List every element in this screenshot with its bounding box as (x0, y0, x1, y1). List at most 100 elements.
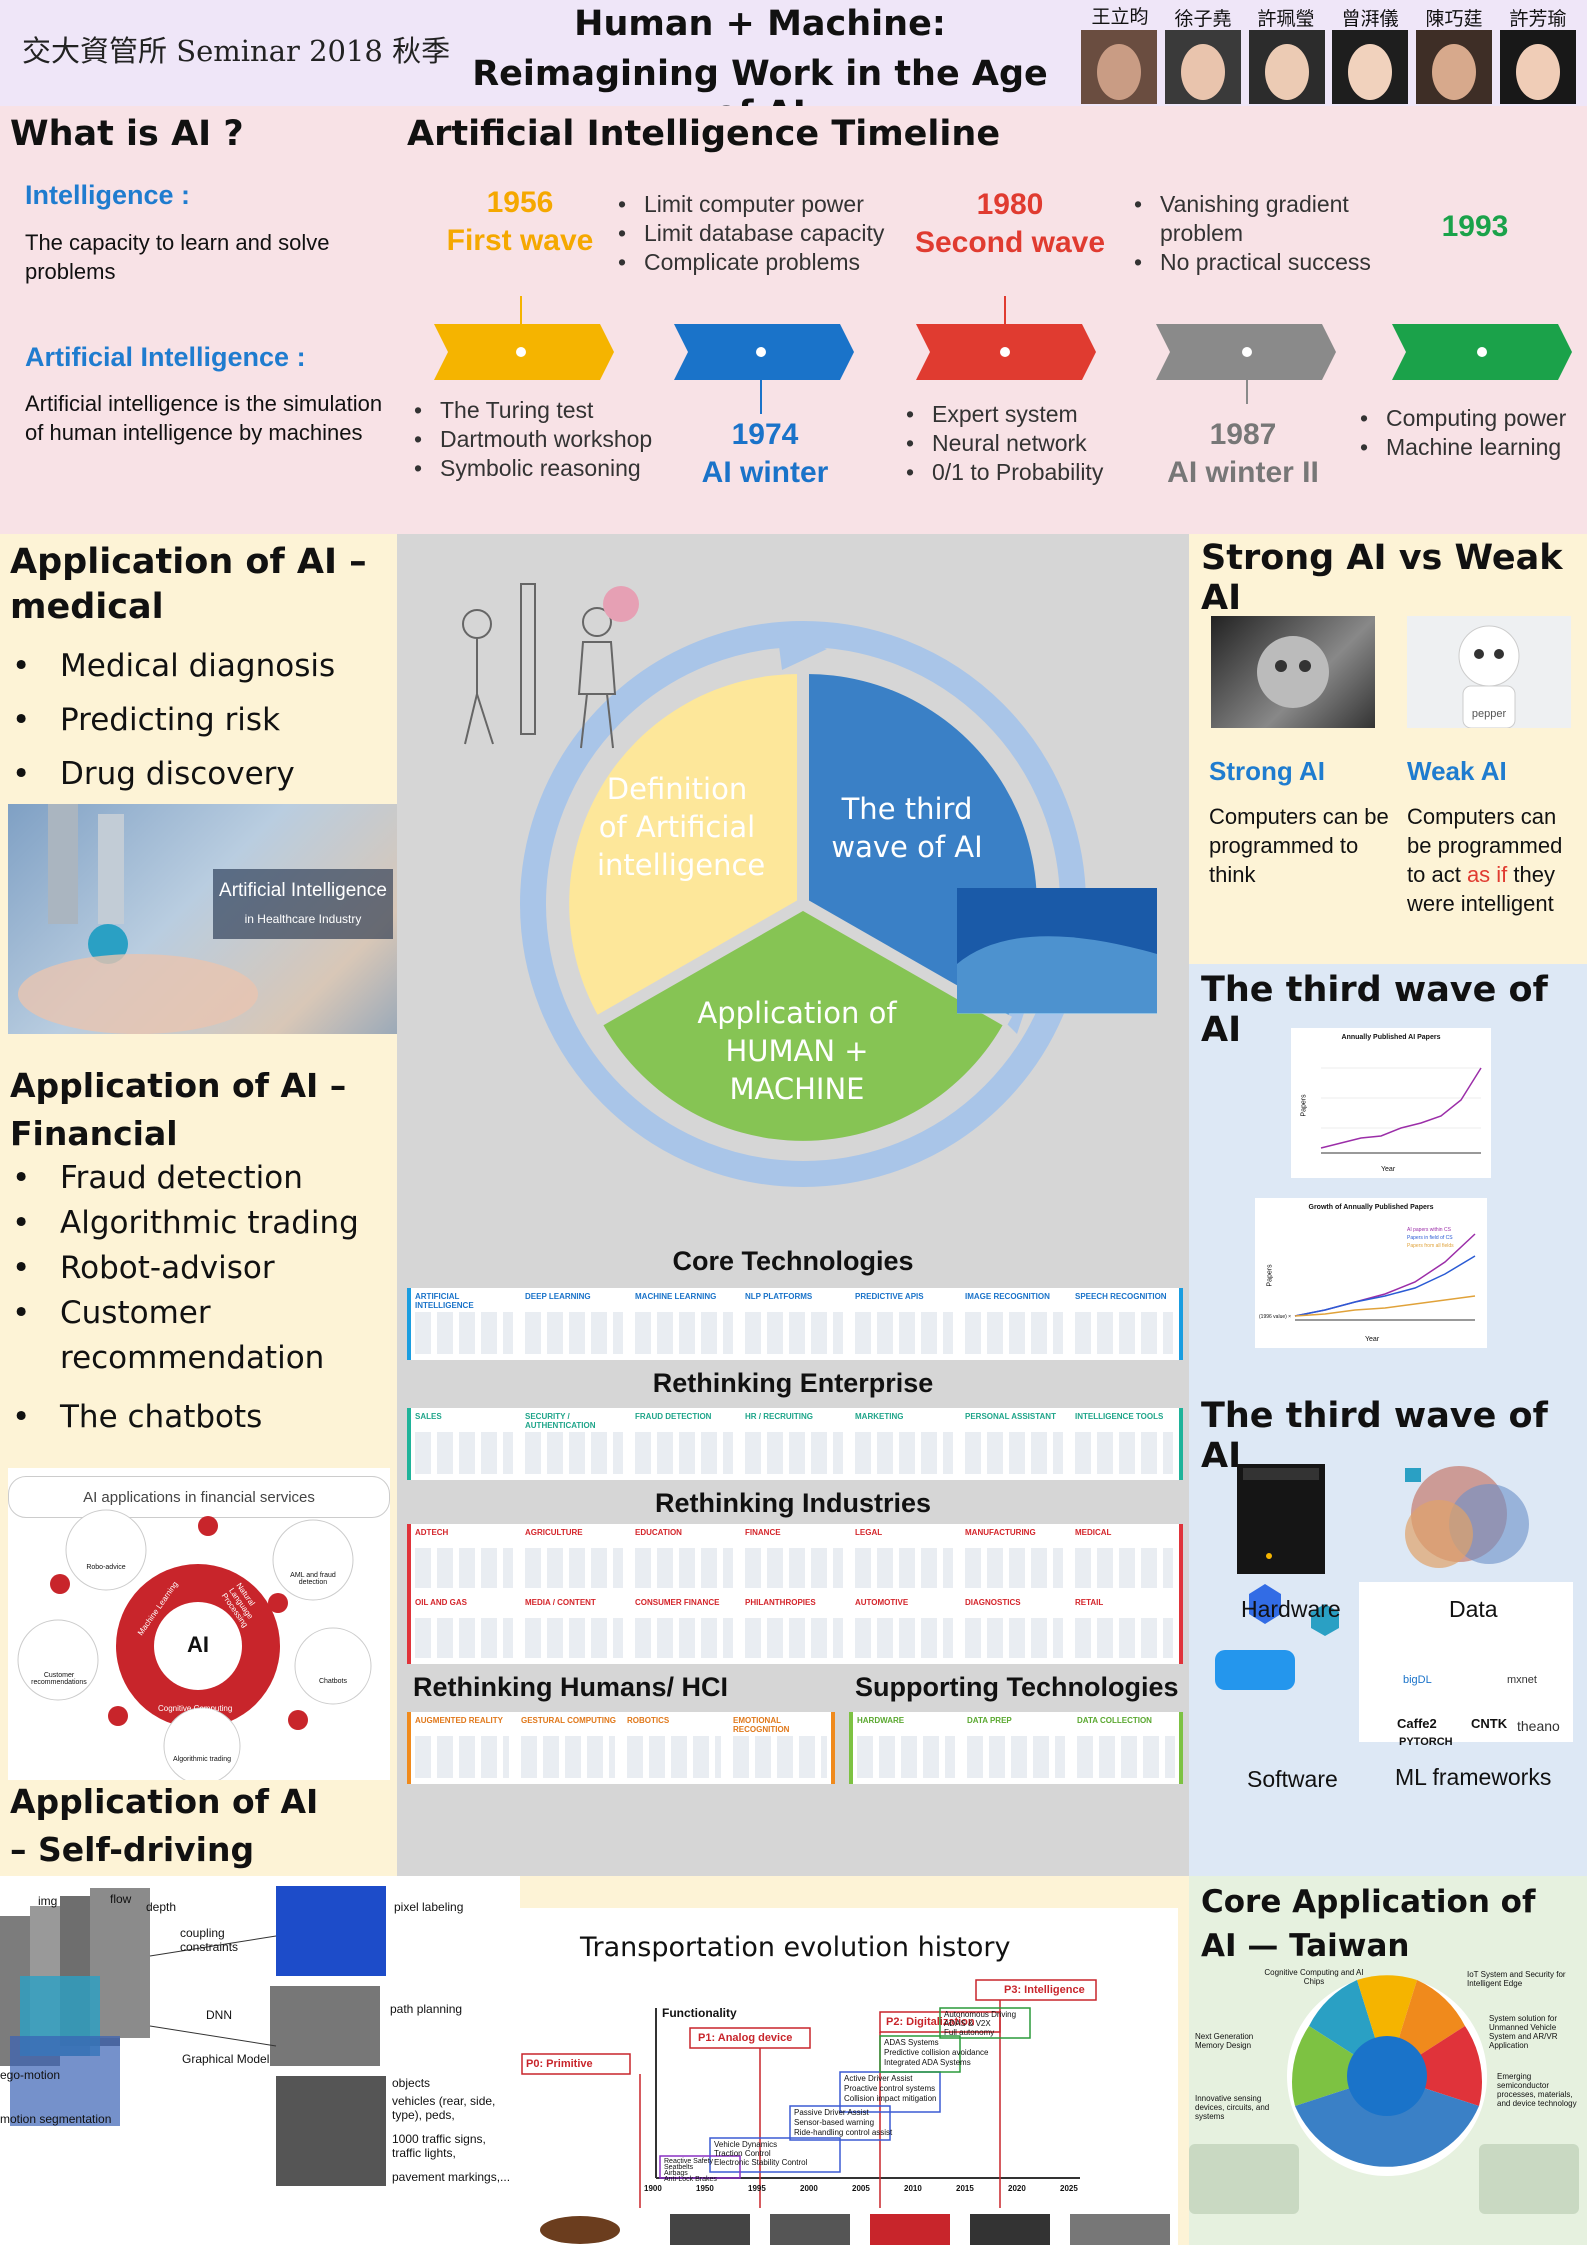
transport-box-text: Vehicle Dynamics (714, 2140, 778, 2149)
transport-box-text: ADAS Systems (884, 2038, 939, 2047)
author-photos: 王立昀 徐子堯 許珮瑩 曾湃儀 陳巧莛 許芳瑜 (1078, 0, 1587, 106)
caption-hardware: Hardware (1241, 1596, 1341, 1622)
weak-ai-text-1: Computers can be programmed to act (1407, 804, 1563, 887)
year-tick-label: 2010 (904, 2184, 922, 2193)
category-logo-area (857, 1736, 955, 1778)
transport-box-text: Traction Control (714, 2149, 771, 2158)
category-logo-area (965, 1618, 1063, 1658)
transport-box-text: Passive Driver Assist (794, 2108, 869, 2117)
category-label: PREDICTIVE APIS (855, 1292, 924, 1301)
year-tick-label: 2020 (1008, 2184, 1026, 2193)
hardware-data-icons (1215, 1464, 1573, 1742)
medical-title: Application of AI – medical (10, 542, 367, 627)
year-tick-label: 2015 (956, 2184, 974, 2193)
ai-label: Artificial Intelligence : (25, 342, 306, 372)
strong-weak-panel: Strong AI vs Weak AI pepper Strong AI We… (1189, 534, 1587, 964)
category-logo-area (415, 1618, 513, 1658)
transport-box-text: Anti-Lock Brakes (664, 2176, 717, 2183)
framework-logo: theano (1517, 1718, 1560, 1734)
cycle-definition: Definition of Artificial intelligence (597, 772, 766, 882)
phase-label: P0: Primitive (526, 2058, 593, 2070)
strong-ai-definition: Computers can be programmed to think (1209, 804, 1389, 887)
second-wave-limits: Vanishing gradient problem No practical … (1134, 190, 1394, 277)
node-label: Chatbots (318, 1678, 348, 1685)
category-logo-area (635, 1312, 733, 1354)
phase-label: P3: Intelligence (1004, 1984, 1085, 1996)
category-label: EMOTIONAL RECOGNITION (733, 1716, 790, 1734)
category-label: HARDWARE (857, 1716, 905, 1725)
bullet-item: Limit computer power (618, 190, 884, 219)
enterprise-grid: SALES SECURITY / AUTHENTICATION FRAUD DETE… (407, 1408, 1183, 1480)
taiwan-item: Next Generation Memory Design (1195, 2032, 1254, 2050)
bullet-item: Customer recommendation (12, 1291, 392, 1381)
bullet-item: Predicting risk (12, 698, 335, 743)
first-wave-topics: The Turing test Dartmouth workshop Symbo… (414, 396, 652, 483)
timeline-title: Artificial Intelligence Timeline (407, 114, 1001, 154)
author-name: 陳巧莛 (1425, 9, 1483, 30)
category-label: DATA PREP (967, 1716, 1012, 1725)
intelligence-definition: The capacity to learn and solve problems (25, 230, 330, 284)
transport-axes (521, 1979, 1097, 2208)
category-label: PERSONAL ASSISTANT (965, 1412, 1056, 1421)
taiwan-item: Cognitive Computing and AI Chips (1264, 1968, 1364, 1986)
transport-box-text: Sensor-based warning (794, 2118, 875, 2127)
phase-label: P2: Digitalization (886, 2016, 975, 2028)
chart2-title: Growth of Annually Published Papers (1308, 1204, 1434, 1211)
first-wave-label: First wave (446, 224, 594, 257)
financial-list: Fraud detection Algorithmic trading Robo… (12, 1156, 392, 1440)
category-label: LEGAL (855, 1528, 883, 1537)
transport-box-text: Seatbelts (664, 2164, 694, 2171)
category-logo-area (415, 1312, 513, 1354)
transport-box-text: Integrated ADA Systems (884, 2058, 971, 2067)
author-name: 許芳瑜 (1509, 9, 1567, 30)
category-label: MACHINE LEARNING (635, 1292, 717, 1301)
first-wave-limits: Limit computer power Limit database capa… (618, 190, 884, 277)
category-logo-area (415, 1736, 509, 1778)
sd-label: motion segmentation (0, 2112, 112, 2126)
phase-label: P1: Analog device (698, 2032, 793, 2044)
category-label: ADTECH (415, 1528, 449, 1537)
bullet-item: Computing power (1360, 404, 1566, 433)
strong-weak-title: Strong AI vs Weak AI (1201, 538, 1563, 618)
papers-chart-1: Annually Published AI Papers Papers Year (1291, 1028, 1491, 1178)
bullet-item: Robot-advisor (12, 1246, 392, 1291)
year-tick-label: 2025 (1060, 2184, 1078, 2193)
legend-entry: Papers from all fields (1407, 1243, 1454, 1249)
category-label: CONSUMER FINANCE (635, 1598, 720, 1607)
chart2-y-note: (1996 value) × (1259, 1314, 1292, 1320)
transport-box-text: ADAS & V2X (944, 2019, 991, 2028)
node-label: AML and fraud detection (290, 1572, 336, 1586)
bullet-item: Drug discovery (12, 752, 335, 797)
year-1980: 1980 (976, 188, 1044, 221)
financial-title: Application of AI – Financial (10, 1066, 347, 1153)
category-logo-area (525, 1618, 623, 1658)
year-1993: 1993 (1441, 210, 1509, 243)
transport-card: Transportation evolution history Functio… (520, 1908, 1178, 2245)
chart1-x-label: Year (1381, 1166, 1396, 1173)
bullet-item: Neural network (906, 429, 1103, 458)
framework-logo: bigDL (1403, 1674, 1432, 1686)
author-name: 曾湃儀 (1341, 9, 1399, 30)
caption-software: Software (1247, 1766, 1338, 1792)
ring-label: Cognitive Computing (158, 1704, 233, 1713)
year-1987: 1987 (1209, 418, 1277, 451)
financial-diagram: AI applications in financial services AI… (8, 1468, 390, 1780)
node-label: Robo-advice (86, 1564, 126, 1571)
category-label: HR / RECRUITING (745, 1412, 813, 1421)
transport-box-text: Ride-handling control assist (794, 2128, 893, 2137)
industries-title: Rethinking Industries (654, 1488, 932, 1518)
second-wave-label: Second wave (914, 226, 1106, 259)
category-logo-area (627, 1736, 721, 1778)
category-label: INTELLIGENCE TOOLS (1075, 1412, 1164, 1421)
third-wave-title-1: The third wave of AI (1201, 970, 1548, 1050)
taiwan-item: Innovative sensing devices, circuits, an… (1195, 2094, 1270, 2121)
sd-label: objects (392, 2076, 431, 2090)
chart2-plot (1294, 1233, 1476, 1321)
category-logo-area (965, 1548, 1063, 1588)
third-wave-title-2: The third wave of AI (1201, 1396, 1548, 1476)
category-label: DATA COLLECTION (1077, 1716, 1152, 1725)
category-logo-area (965, 1432, 1063, 1474)
category-label: OIL AND GAS (415, 1598, 468, 1607)
transport-box-text: Proactive control systems (844, 2084, 936, 2093)
legend-entry: AI papers within CS (1407, 1227, 1451, 1233)
